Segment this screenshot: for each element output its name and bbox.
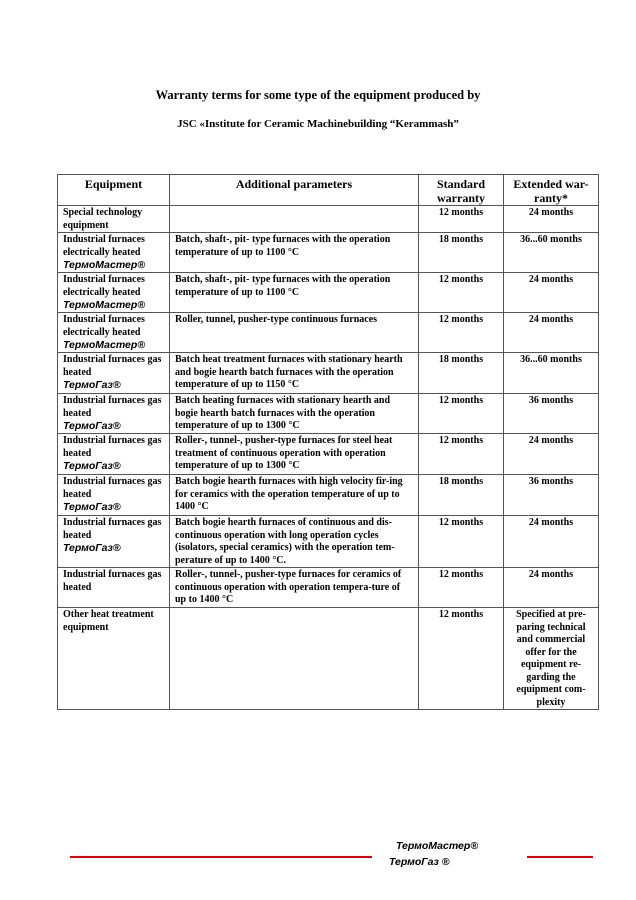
standard-warranty-cell: 12 months <box>418 607 504 710</box>
equipment-name: Industrial furnaces electrically heated <box>63 274 145 298</box>
extended-warranty-cell: 36...60 months <box>503 232 599 273</box>
brand-name: ТермоГаз® <box>63 501 121 513</box>
table-row: Industrial furnaces electrically heated Т… <box>57 232 599 273</box>
equipment-cell: Industrial furnaces gas heated <box>57 567 170 608</box>
equipment-cell: Industrial furnaces electrically heated Т… <box>57 272 170 313</box>
standard-warranty-cell: 18 months <box>418 232 504 273</box>
table-row: Industrial furnaces gas heated ТермоГаз® … <box>57 352 599 394</box>
brand-name: ТермоГаз® <box>63 460 121 472</box>
table-row: Other heat treatment equipment 12 months… <box>57 607 599 710</box>
equipment-cell: Industrial furnaces gas heated ТермоГаз® <box>57 515 170 568</box>
brand-name: ТермоМастер® <box>63 299 146 311</box>
footer-brand-termogaz: ТермоГаз ® <box>389 856 450 868</box>
extended-warranty-cell: 24 months <box>503 312 599 353</box>
extended-warranty-cell: 24 months <box>503 205 599 233</box>
standard-warranty-cell: 12 months <box>418 312 504 353</box>
extended-warranty-cell: 24 months <box>503 567 599 608</box>
equipment-name: Industrial furnaces electrically heated <box>63 314 145 338</box>
parameters-cell: Roller-, tunnel-, pusher-type furnaces f… <box>169 567 419 608</box>
parameters-cell: Roller, tunnel, pusher-type continuous f… <box>169 312 419 353</box>
parameters-cell: Roller-, tunnel-, pusher-type furnaces f… <box>169 433 419 475</box>
brand-name: ТермоМастер® <box>63 339 146 351</box>
extended-warranty-cell: 24 months <box>503 515 599 568</box>
extended-warranty-cell: 36 months <box>503 393 599 434</box>
document-subtitle: JSC «Institute for Ceramic Machinebuildi… <box>177 118 459 130</box>
equipment-cell: Industrial furnaces gas heated ТермоГаз® <box>57 474 170 516</box>
equipment-cell: Special technology equipment <box>57 205 170 233</box>
footer-red-line-right <box>527 856 593 858</box>
standard-warranty-cell: 12 months <box>418 272 504 313</box>
parameters-cell: Batch heat treatment furnaces with stati… <box>169 352 419 394</box>
parameters-cell: Batch heating furnaces with stationary h… <box>169 393 419 434</box>
header-additional-parameters: Additional parameters <box>169 174 419 206</box>
parameters-cell: Batch bogie hearth furnaces of continuou… <box>169 515 419 568</box>
standard-warranty-cell: 12 months <box>418 205 504 233</box>
extended-warranty-cell: 36 months <box>503 474 599 516</box>
table-row: Industrial furnaces gas heated Roller-, … <box>57 567 599 608</box>
equipment-name: Industrial furnaces gas heated <box>63 476 162 500</box>
standard-warranty-cell: 12 months <box>418 515 504 568</box>
brand-name: ТермоГаз® <box>63 542 121 554</box>
table-row: Special technology equipment 12 months 2… <box>57 205 599 233</box>
equipment-name: Industrial furnaces gas heated <box>63 395 162 419</box>
header-extended-warranty: Extended war-ranty* <box>503 174 599 206</box>
footer-brand-termomaster: ТермоМастер® <box>396 840 479 852</box>
standard-warranty-cell: 12 months <box>418 567 504 608</box>
parameters-cell <box>169 607 419 710</box>
brand-name: ТермоГаз® <box>63 420 121 432</box>
equipment-cell: Industrial furnaces electrically heated Т… <box>57 312 170 353</box>
warranty-table: Equipment Additional parameters Standard… <box>57 174 599 710</box>
equipment-cell: Industrial furnaces electrically heated Т… <box>57 232 170 273</box>
table-header-row: Equipment Additional parameters Standard… <box>57 174 599 206</box>
equipment-cell: Industrial furnaces gas heated ТермоГаз® <box>57 352 170 394</box>
extended-warranty-cell: Specified at pre-paring technical and co… <box>503 607 599 710</box>
extended-warranty-cell: 24 months <box>503 433 599 475</box>
equipment-cell: Industrial furnaces gas heated ТермоГаз® <box>57 393 170 434</box>
equipment-name: Industrial furnaces gas heated <box>63 517 162 541</box>
header-standard-warranty: Standard warranty <box>418 174 504 206</box>
standard-warranty-cell: 12 months <box>418 393 504 434</box>
equipment-name: Industrial furnaces gas heated <box>63 569 162 593</box>
header-equipment: Equipment <box>57 174 170 206</box>
parameters-cell: Batch, shaft-, pit- type furnaces with t… <box>169 232 419 273</box>
table-row: Industrial furnaces gas heated ТермоГаз® … <box>57 433 599 475</box>
table-row: Industrial furnaces gas heated ТермоГаз® … <box>57 515 599 568</box>
brand-name: ТермоГаз® <box>63 379 121 391</box>
table-row: Industrial furnaces gas heated ТермоГаз® … <box>57 393 599 434</box>
equipment-name: Industrial furnaces gas heated <box>63 354 162 378</box>
parameters-cell: Batch, shaft-, pit- type furnaces with t… <box>169 272 419 313</box>
parameters-cell: Batch bogie hearth furnaces with high ve… <box>169 474 419 516</box>
equipment-name: Industrial furnaces gas heated <box>63 435 162 459</box>
equipment-cell: Industrial furnaces gas heated ТермоГаз® <box>57 433 170 475</box>
standard-warranty-cell: 12 months <box>418 433 504 475</box>
equipment-name: Special technology equipment <box>63 207 143 231</box>
table-row: Industrial furnaces gas heated ТермоГаз® … <box>57 474 599 516</box>
equipment-name: Industrial furnaces electrically heated <box>63 234 145 258</box>
extended-warranty-cell: 36...60 months <box>503 352 599 394</box>
table-row: Industrial furnaces electrically heated Т… <box>57 272 599 313</box>
footer-red-line-left <box>70 856 372 858</box>
extended-warranty-cell: 24 months <box>503 272 599 313</box>
brand-name: ТермоМастер® <box>63 259 146 271</box>
document-title: Warranty terms for some type of the equi… <box>155 88 481 102</box>
standard-warranty-cell: 18 months <box>418 352 504 394</box>
table-row: Industrial furnaces electrically heated Т… <box>57 312 599 353</box>
parameters-cell <box>169 205 419 233</box>
equipment-name: Other heat treatment equipment <box>63 609 154 633</box>
equipment-cell: Other heat treatment equipment <box>57 607 170 710</box>
standard-warranty-cell: 18 months <box>418 474 504 516</box>
